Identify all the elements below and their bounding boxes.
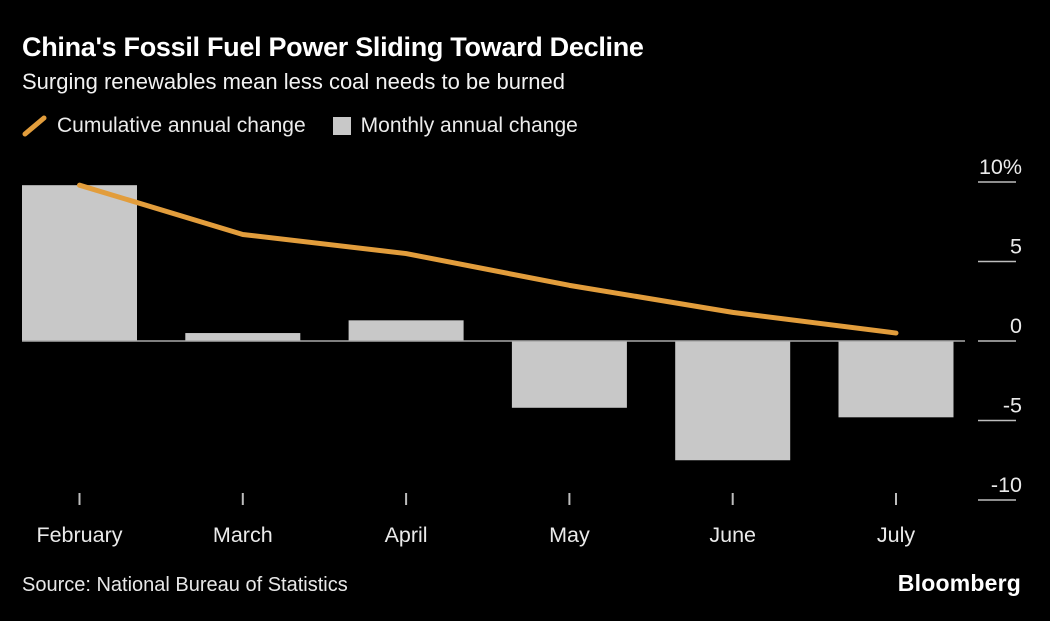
source-credit: Source: National Bureau of Statistics: [22, 574, 348, 596]
y-axis-label: 5: [1010, 235, 1022, 259]
legend-label-monthly: Monthly annual change: [360, 114, 578, 137]
y-axis-label: 0: [1010, 314, 1022, 338]
cumulative-change-line: [77, 182, 899, 336]
x-axis-label-march: March: [213, 523, 273, 547]
legend: Cumulative annual change Monthly annual …: [22, 114, 578, 138]
chart-title: China's Fossil Fuel Power Sliding Toward…: [22, 32, 644, 62]
y-axis-label: -5: [1003, 394, 1022, 418]
y-axis-label: 10%: [979, 155, 1022, 179]
chart-subtitle: Surging renewables mean less coal needs …: [22, 69, 566, 94]
legend-item-cumulative: Cumulative annual change: [22, 114, 306, 138]
x-axis-label-february: February: [36, 523, 122, 547]
line-swatch-icon: [22, 115, 47, 137]
bloomberg-logo: Bloomberg: [897, 570, 1021, 596]
x-axis-label-may: May: [549, 523, 590, 547]
bar-may: [511, 341, 627, 408]
legend-item-monthly: Monthly annual change: [332, 114, 578, 138]
square-swatch-icon: [332, 117, 351, 135]
x-axis-label-june: June: [709, 523, 756, 547]
y-axis-label: -10: [991, 473, 1022, 497]
bar-june: [675, 341, 791, 461]
bar-march: [185, 333, 301, 341]
x-axis-label-april: April: [385, 523, 428, 547]
bar-february: [22, 185, 137, 341]
bar-april: [348, 320, 464, 341]
bar-july: [838, 341, 954, 418]
legend-label-cumulative: Cumulative annual change: [57, 114, 306, 137]
x-axis-label-july: July: [877, 523, 915, 547]
